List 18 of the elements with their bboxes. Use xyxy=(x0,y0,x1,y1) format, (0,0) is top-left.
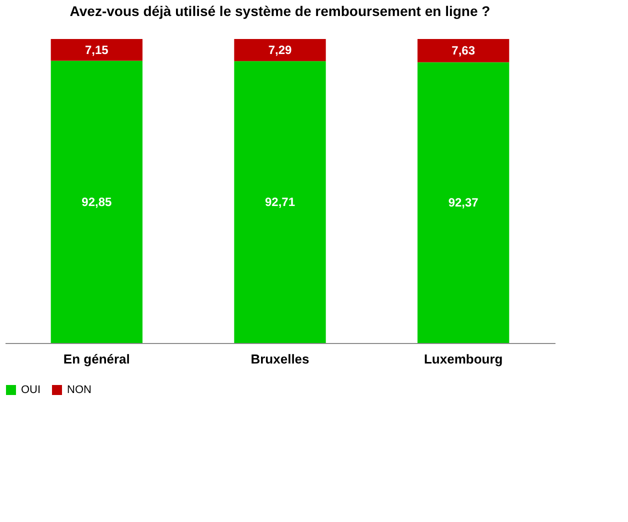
data-label: 92,85 xyxy=(82,194,112,209)
bar xyxy=(50,39,142,61)
legend-label: OUI xyxy=(21,384,41,396)
x-tick-label: Luxembourg xyxy=(424,352,503,366)
data-label: 7,29 xyxy=(268,43,292,58)
chart-title: Avez-vous déjà utilisé le système de remboursement en ligne ? xyxy=(70,3,490,19)
x-tick-label: En général xyxy=(63,352,130,366)
data-label: 92,37 xyxy=(448,196,479,210)
data-label: 92,71 xyxy=(264,195,296,210)
legend-label: NON xyxy=(67,384,92,396)
bar xyxy=(50,60,142,343)
bar xyxy=(234,39,326,62)
bar xyxy=(418,62,510,343)
bar xyxy=(234,61,326,343)
bar xyxy=(418,39,510,62)
data-label: 7,63 xyxy=(452,44,476,58)
data-label: 7,15 xyxy=(84,42,109,57)
x-tick-label: Bruxelles xyxy=(250,352,310,366)
